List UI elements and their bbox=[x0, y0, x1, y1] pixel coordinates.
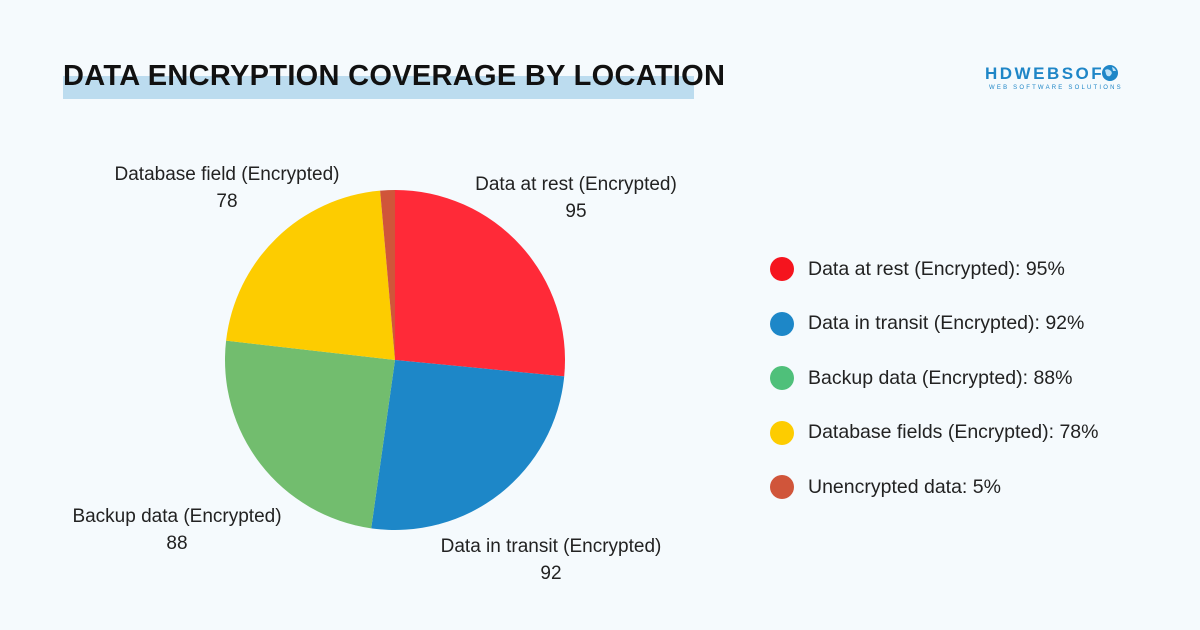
title-block: DATA ENCRYPTION COVERAGE BY LOCATION bbox=[63, 60, 726, 99]
legend-label: Backup data (Encrypted): 88% bbox=[808, 366, 1073, 389]
legend-dot bbox=[770, 366, 794, 391]
data-label-data-in-transit: Data in transit (Encrypted) 92 bbox=[391, 533, 711, 587]
data-label-database-field: Database field (Encrypted) 78 bbox=[67, 161, 387, 215]
legend-dot bbox=[770, 420, 794, 445]
data-label-data-at-rest: Data at rest (Encrypted) 95 bbox=[416, 171, 736, 225]
pie-slice-backup-data-encrypted bbox=[225, 340, 395, 529]
legend-label: Unencrypted data: 5% bbox=[808, 475, 1001, 498]
data-label-backup-data: Backup data (Encrypted) 88 bbox=[17, 503, 337, 557]
legend-item-data-at-rest: Data at rest (Encrypted): 95% bbox=[770, 242, 1098, 297]
data-label-value: 78 bbox=[216, 191, 238, 212]
data-label-value: 95 bbox=[565, 201, 587, 222]
legend-item-database-fields: Database fields (Encrypted): 78% bbox=[770, 406, 1098, 461]
legend-dot bbox=[770, 311, 794, 336]
legend-label: Data at rest (Encrypted): 95% bbox=[808, 257, 1065, 280]
data-label-name: Database field (Encrypted) bbox=[114, 164, 340, 185]
legend-label: Database fields (Encrypted): 78% bbox=[808, 421, 1099, 444]
logo-tagline: WEB SOFTWARE SOLUTIONS bbox=[989, 85, 1123, 91]
pie-slice-data-at-rest-encrypted bbox=[395, 189, 566, 377]
data-label-value: 92 bbox=[540, 563, 562, 584]
pie-slice-data-in-transit-encrypted bbox=[371, 360, 565, 531]
data-label-name: Data in transit (Encrypted) bbox=[440, 536, 662, 557]
legend-dot bbox=[770, 257, 794, 282]
pie-slices bbox=[225, 189, 566, 531]
legend-item-backup-data: Backup data (Encrypted): 88% bbox=[770, 351, 1098, 406]
legend-item-data-in-transit: Data in transit (Encrypted): 92% bbox=[770, 297, 1098, 352]
title-highlight bbox=[63, 76, 694, 99]
globe-icon bbox=[1102, 65, 1118, 81]
legend-dot bbox=[770, 475, 794, 500]
pie-slice-database-field-encrypted bbox=[226, 190, 395, 360]
logo-name: HDWEBSOFT bbox=[985, 64, 1118, 83]
data-label-name: Backup data (Encrypted) bbox=[72, 506, 282, 527]
legend-item-unencrypted-data: Unencrypted data: 5% bbox=[770, 460, 1098, 515]
hdwebsoft-logo: HDWEBSOFT WEB SOFTWARE SOLUTIONS bbox=[985, 64, 1140, 94]
data-label-value: 88 bbox=[166, 533, 188, 554]
chart-title: DATA ENCRYPTION COVERAGE BY LOCATION bbox=[63, 60, 726, 92]
pie-slice-unlabeled bbox=[380, 190, 395, 360]
legend-label: Data in transit (Encrypted): 92% bbox=[808, 312, 1085, 335]
data-label-name: Data at rest (Encrypted) bbox=[475, 174, 677, 195]
legend: Data at rest (Encrypted): 95% Data in tr… bbox=[770, 242, 1098, 515]
